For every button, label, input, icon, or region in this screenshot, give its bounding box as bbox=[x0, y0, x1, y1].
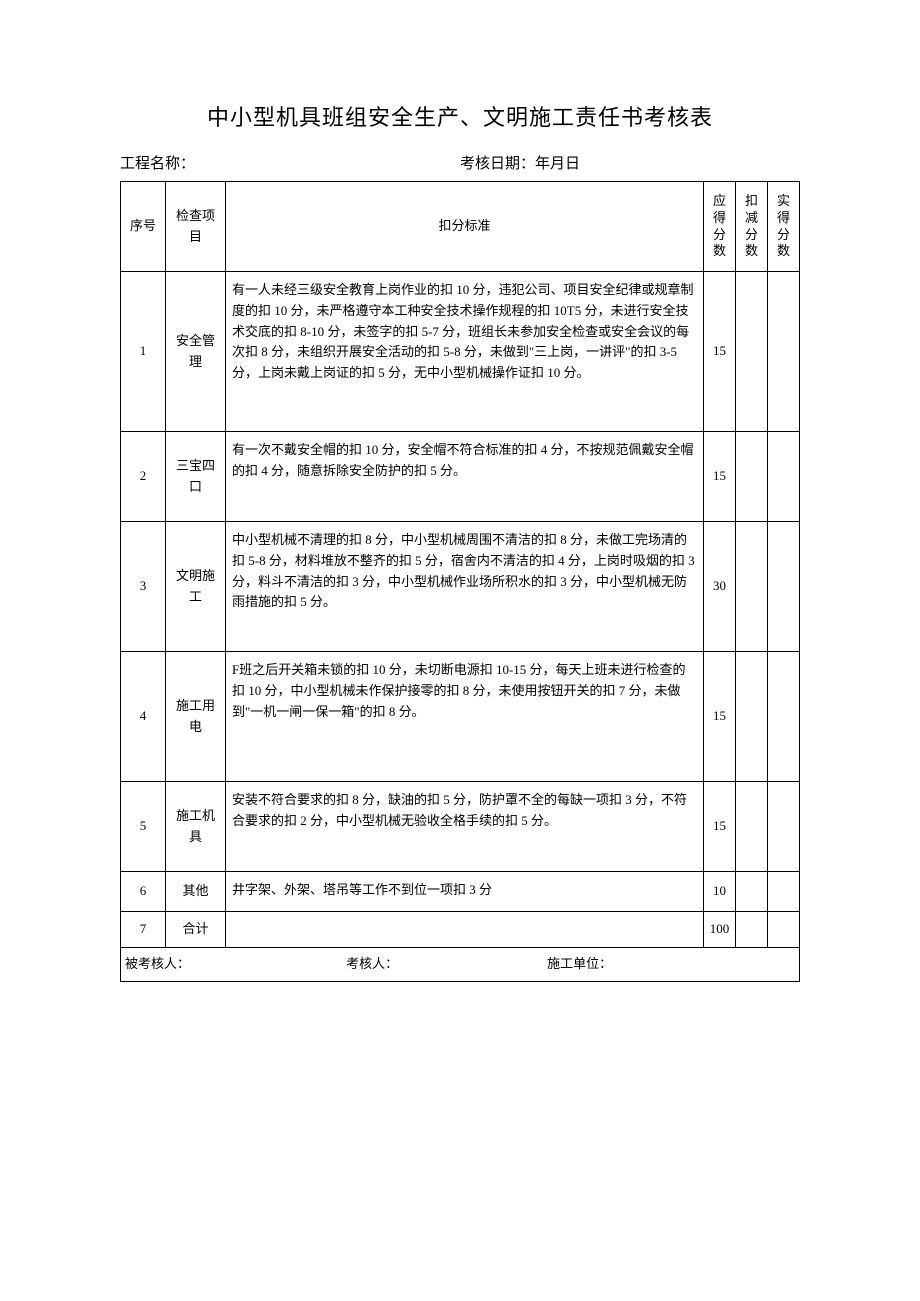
cell-standard: 井字架、外架、塔吊等工作不到位一项扣 3 分 bbox=[226, 872, 704, 912]
header-standard: 扣分标准 bbox=[226, 182, 704, 272]
cell-item: 施工机具 bbox=[166, 782, 226, 872]
cell-num: 5 bbox=[121, 782, 166, 872]
meta-row: 工程名称： 考核日期：年月日 bbox=[120, 152, 800, 173]
table-header-row: 序号 检查项目 扣分标准 应得分数 扣减分数 实得分数 bbox=[121, 182, 800, 272]
cell-should-score: 10 bbox=[704, 872, 736, 912]
table-row: 6其他井字架、外架、塔吊等工作不到位一项扣 3 分10 bbox=[121, 872, 800, 912]
cell-standard: 安装不符合要求的扣 8 分，缺油的扣 5 分，防护罩不全的每缺一项扣 3 分，不… bbox=[226, 782, 704, 872]
cell-deduct-score bbox=[736, 782, 768, 872]
cell-deduct-score bbox=[736, 652, 768, 782]
project-name-label: 工程名称： bbox=[120, 152, 460, 173]
table-row: 7合计 100 bbox=[121, 912, 800, 948]
cell-num: 3 bbox=[121, 522, 166, 652]
assessment-table: 序号 检查项目 扣分标准 应得分数 扣减分数 实得分数 1安全管理有一人未经三级… bbox=[120, 181, 800, 982]
cell-actual-score bbox=[768, 272, 800, 432]
cell-deduct-score bbox=[736, 912, 768, 948]
construction-unit-label: 施工单位： bbox=[547, 954, 795, 975]
cell-should-score: 15 bbox=[704, 272, 736, 432]
cell-actual-score bbox=[768, 872, 800, 912]
cell-num: 2 bbox=[121, 432, 166, 522]
cell-should-score: 100 bbox=[704, 912, 736, 948]
footer-cell: 被考核人： 考核人： 施工单位： bbox=[121, 948, 800, 982]
cell-standard: 中小型机械不清理的扣 8 分，中小型机械周围不清洁的扣 8 分，未做工完场清的扣… bbox=[226, 522, 704, 652]
table-row: 3文明施工中小型机械不清理的扣 8 分，中小型机械周围不清洁的扣 8 分，未做工… bbox=[121, 522, 800, 652]
cell-deduct-score bbox=[736, 522, 768, 652]
header-actual-score: 实得分数 bbox=[768, 182, 800, 272]
table-row: 2三宝四口有一次不戴安全帽的扣 10 分，安全帽不符合标准的扣 4 分，不按规范… bbox=[121, 432, 800, 522]
cell-num: 7 bbox=[121, 912, 166, 948]
cell-item: 三宝四口 bbox=[166, 432, 226, 522]
cell-item: 安全管理 bbox=[166, 272, 226, 432]
header-num: 序号 bbox=[121, 182, 166, 272]
cell-standard: F班之后开关箱未锁的扣 10 分，未切断电源扣 10-15 分，每天上班未进行检… bbox=[226, 652, 704, 782]
cell-actual-score bbox=[768, 912, 800, 948]
table-row: 1安全管理有一人未经三级安全教育上岗作业的扣 10 分，违犯公司、项目安全纪律或… bbox=[121, 272, 800, 432]
header-should-score: 应得分数 bbox=[704, 182, 736, 272]
cell-should-score: 15 bbox=[704, 782, 736, 872]
cell-should-score: 30 bbox=[704, 522, 736, 652]
table-footer-row: 被考核人： 考核人： 施工单位： bbox=[121, 948, 800, 982]
cell-deduct-score bbox=[736, 872, 768, 912]
table-row: 4施工用电F班之后开关箱未锁的扣 10 分，未切断电源扣 10-15 分，每天上… bbox=[121, 652, 800, 782]
cell-num: 6 bbox=[121, 872, 166, 912]
cell-actual-score bbox=[768, 782, 800, 872]
cell-actual-score bbox=[768, 432, 800, 522]
cell-num: 4 bbox=[121, 652, 166, 782]
cell-standard: 有一人未经三级安全教育上岗作业的扣 10 分，违犯公司、项目安全纪律或规章制度的… bbox=[226, 272, 704, 432]
cell-should-score: 15 bbox=[704, 432, 736, 522]
cell-standard: 有一次不戴安全帽的扣 10 分，安全帽不符合标准的扣 4 分，不按规范佩戴安全帽… bbox=[226, 432, 704, 522]
cell-actual-score bbox=[768, 522, 800, 652]
cell-item: 施工用电 bbox=[166, 652, 226, 782]
header-item: 检查项目 bbox=[166, 182, 226, 272]
assessment-date-label: 考核日期：年月日 bbox=[460, 152, 800, 173]
header-deduct-score: 扣减分数 bbox=[736, 182, 768, 272]
cell-num: 1 bbox=[121, 272, 166, 432]
cell-item: 合计 bbox=[166, 912, 226, 948]
cell-item: 其他 bbox=[166, 872, 226, 912]
cell-item: 文明施工 bbox=[166, 522, 226, 652]
cell-standard bbox=[226, 912, 704, 948]
cell-deduct-score bbox=[736, 432, 768, 522]
assessed-person-label: 被考核人： bbox=[125, 954, 346, 975]
cell-should-score: 15 bbox=[704, 652, 736, 782]
page-title: 中小型机具班组安全生产、文明施工责任书考核表 bbox=[120, 100, 800, 132]
cell-actual-score bbox=[768, 652, 800, 782]
cell-deduct-score bbox=[736, 272, 768, 432]
table-row: 5施工机具安装不符合要求的扣 8 分，缺油的扣 5 分，防护罩不全的每缺一项扣 … bbox=[121, 782, 800, 872]
assessor-label: 考核人： bbox=[346, 954, 547, 975]
